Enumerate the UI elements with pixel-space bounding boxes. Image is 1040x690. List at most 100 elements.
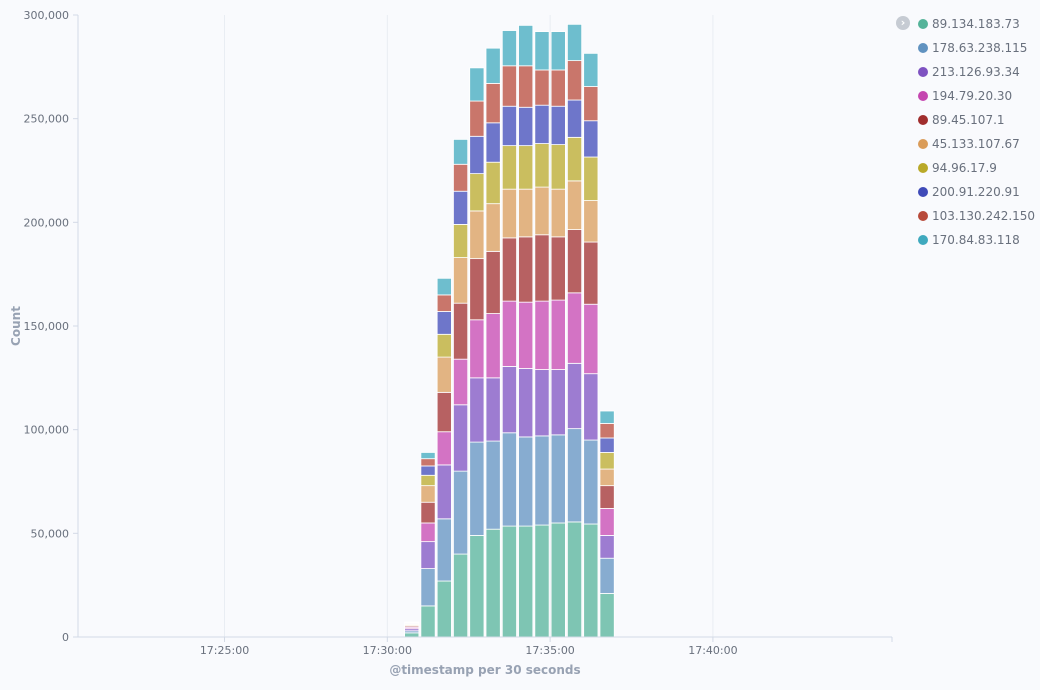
bar-segment[interactable] — [501, 525, 517, 638]
bar-segment[interactable] — [567, 136, 583, 182]
bar-segment[interactable] — [583, 439, 599, 525]
bar-segment[interactable] — [550, 31, 566, 71]
bar-segment[interactable] — [567, 99, 583, 138]
bar-segment[interactable] — [420, 465, 436, 476]
bar-segment[interactable] — [550, 522, 566, 638]
bar-segment[interactable] — [567, 180, 583, 230]
bar-segment[interactable] — [420, 522, 436, 543]
bar-segment[interactable] — [501, 30, 517, 67]
bar-segment[interactable] — [436, 464, 452, 520]
bar-segment[interactable] — [534, 435, 550, 526]
bar-segment[interactable] — [518, 65, 534, 108]
bar-segment[interactable] — [599, 410, 615, 424]
bar-segment[interactable] — [420, 474, 436, 487]
bar-segment[interactable] — [420, 452, 436, 460]
bar-segment[interactable] — [436, 277, 452, 296]
legend-item[interactable]: 194.79.20.30 — [918, 84, 1036, 108]
bar-segment[interactable] — [420, 485, 436, 503]
bar-segment[interactable] — [550, 369, 566, 436]
bar-segment[interactable] — [518, 301, 534, 369]
bar-segment[interactable] — [469, 210, 485, 260]
bar-segment[interactable] — [599, 557, 615, 594]
bar-segment[interactable] — [518, 188, 534, 238]
bar-segment[interactable] — [583, 86, 599, 122]
bar-segment[interactable] — [436, 580, 452, 638]
bar-segment[interactable] — [404, 632, 420, 638]
bar-segment[interactable] — [436, 431, 452, 466]
bar-segment[interactable] — [469, 441, 485, 536]
bar-segment[interactable] — [453, 358, 469, 406]
legend-item[interactable]: 200.91.220.91 — [918, 180, 1036, 204]
bar-segment[interactable] — [436, 311, 452, 335]
bar-segment[interactable] — [485, 47, 501, 84]
bar-segment[interactable] — [534, 524, 550, 638]
bar-segment[interactable] — [583, 523, 599, 638]
bar-segment[interactable] — [404, 621, 420, 624]
bar-segment[interactable] — [501, 188, 517, 239]
bar-segment[interactable] — [420, 568, 436, 607]
bar-segment[interactable] — [599, 508, 615, 536]
bar-segment[interactable] — [485, 440, 501, 530]
legend-item[interactable]: 45.133.107.67 — [918, 132, 1036, 156]
bar-segment[interactable] — [453, 553, 469, 638]
bar-segment[interactable] — [583, 156, 599, 201]
bar-segment[interactable] — [453, 257, 469, 304]
bar-segment[interactable] — [501, 237, 517, 302]
bar-segment[interactable] — [518, 24, 534, 67]
legend-item[interactable]: 89.45.107.1 — [918, 108, 1036, 132]
bar-segment[interactable] — [550, 236, 566, 301]
bar-segment[interactable] — [550, 105, 566, 145]
bar-segment[interactable] — [436, 294, 452, 312]
bar-segment[interactable] — [436, 333, 452, 358]
bar-segment[interactable] — [599, 593, 615, 638]
bar-segment[interactable] — [518, 106, 534, 147]
bar-segment[interactable] — [567, 292, 583, 364]
bar-segment[interactable] — [599, 485, 615, 509]
bar-segment[interactable] — [453, 190, 469, 225]
bar-segment[interactable] — [469, 377, 485, 443]
bar-segment[interactable] — [420, 605, 436, 638]
bar-segment[interactable] — [550, 69, 566, 107]
bar-segment[interactable] — [420, 458, 436, 467]
bar-segment[interactable] — [436, 391, 452, 433]
bar-segment[interactable] — [534, 369, 550, 437]
bar-segment[interactable] — [599, 535, 615, 559]
bar-segment[interactable] — [567, 362, 583, 430]
bar-segment[interactable] — [599, 468, 615, 487]
bar-segment[interactable] — [567, 229, 583, 294]
bar-segment[interactable] — [550, 144, 566, 190]
bar-segment[interactable] — [534, 104, 550, 144]
bar-segment[interactable] — [453, 138, 469, 165]
bar-segment[interactable] — [485, 122, 501, 163]
bar-segment[interactable] — [501, 300, 517, 367]
bar-segment[interactable] — [567, 23, 583, 62]
bar-segment[interactable] — [567, 428, 583, 523]
bar-segment[interactable] — [469, 100, 485, 137]
bar-segment[interactable] — [583, 241, 599, 305]
legend-toggle-chevron-icon[interactable]: › — [896, 16, 910, 30]
bar-segment[interactable] — [420, 541, 436, 569]
bar-segment[interactable] — [534, 234, 550, 302]
bar-segment[interactable] — [485, 203, 501, 252]
bar-segment[interactable] — [469, 319, 485, 379]
legend-item[interactable]: 178.63.238.115 — [918, 36, 1036, 60]
bar-segment[interactable] — [469, 258, 485, 321]
bar-segment[interactable] — [469, 173, 485, 212]
legend-item[interactable]: 103.130.242.150 — [918, 204, 1036, 228]
bar-segment[interactable] — [550, 434, 566, 524]
bar-segment[interactable] — [599, 423, 615, 439]
bar-segment[interactable] — [469, 535, 485, 638]
legend-item[interactable]: 170.84.83.118 — [918, 228, 1036, 252]
bar-segment[interactable] — [583, 52, 599, 87]
legend-item[interactable]: 94.96.17.9 — [918, 156, 1036, 180]
bar-segment[interactable] — [485, 313, 501, 379]
bar-segment[interactable] — [567, 60, 583, 101]
bar-segment[interactable] — [534, 186, 550, 236]
bar-segment[interactable] — [485, 161, 501, 205]
bar-segment[interactable] — [453, 224, 469, 258]
bar-segment[interactable] — [518, 368, 534, 438]
bar-segment[interactable] — [518, 145, 534, 190]
bar-segment[interactable] — [469, 67, 485, 102]
legend-item[interactable]: 89.134.183.73 — [918, 12, 1036, 36]
bar-segment[interactable] — [567, 521, 583, 638]
